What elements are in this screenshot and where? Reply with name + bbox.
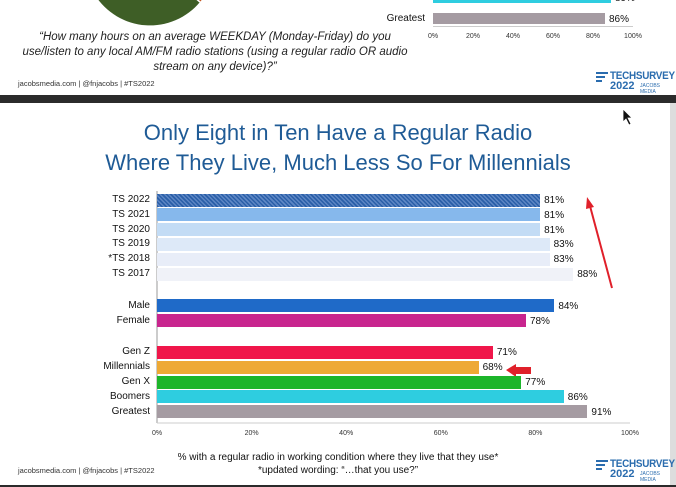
- category-label: Boomers: [275, 0, 425, 3]
- millennials-pointer-arrow: [506, 364, 531, 377]
- x-tick-label: 0%: [151, 430, 163, 437]
- value-label: 81%: [544, 195, 565, 206]
- x-axis: [433, 26, 633, 27]
- survey-question: “How many hours on an average WEEKDAY (M…: [22, 31, 408, 73]
- value-label: 89%: [615, 0, 635, 4]
- footer-text: jacobsmedia.com | @fnjacobs | #TS2022: [18, 79, 155, 88]
- category-label: Gen Z: [122, 346, 150, 358]
- value-label: 78%: [529, 315, 550, 327]
- footer-text: jacobsmedia.com | @fnjacobs | #TS2022: [18, 466, 155, 475]
- techsurvey-logo: TECHSURVEY 2022 JACOBS MEDIA: [596, 70, 676, 95]
- category-label: Gen X: [121, 376, 150, 387]
- pie-slice-green: [98, 0, 200, 26]
- value-label: 86%: [567, 391, 588, 403]
- bar-millennials: [157, 360, 479, 374]
- category-label: TS 2019: [112, 238, 150, 250]
- bar-ts-2019: [157, 237, 550, 251]
- value-label: 91%: [591, 406, 612, 418]
- value-label: 68%: [482, 362, 503, 374]
- category-label: Greatest: [111, 405, 150, 417]
- x-tick-label: 80%: [585, 33, 601, 40]
- category-label: TS 2022: [112, 194, 150, 205]
- category-label: *TS 2018: [108, 253, 150, 265]
- x-tick-label: 40%: [339, 430, 354, 437]
- x-tick-label: 0%: [427, 33, 439, 40]
- slide-title: Only Eight in Ten Have a Regular Radio W…: [105, 120, 571, 175]
- value-label: 71%: [496, 347, 517, 359]
- bar-male: [157, 299, 555, 313]
- bar-boomers: [433, 0, 611, 3]
- bar-ts-2021: [157, 208, 541, 222]
- bar-ts-2022: [157, 193, 541, 207]
- bar--ts-2018: [157, 252, 550, 266]
- value-label: 77%: [525, 377, 546, 388]
- bar-greatest: [157, 405, 588, 419]
- trend-arrow: [586, 197, 613, 289]
- bar-chart: [156, 191, 630, 424]
- value-label: 88%: [577, 269, 598, 280]
- category-label: Greatest: [386, 13, 425, 24]
- value-label: 83%: [553, 254, 574, 266]
- chart-subtitle: % with a regular radio in working condit…: [177, 452, 499, 476]
- bar-gen-z: [157, 345, 493, 359]
- value-label: 81%: [544, 224, 565, 236]
- x-tick-label: 100%: [621, 430, 639, 437]
- x-tick-label: 40%: [505, 33, 521, 40]
- value-label: 81%: [544, 209, 565, 221]
- value-label: 84%: [558, 300, 579, 312]
- bar-ts-2020: [157, 223, 541, 237]
- x-tick-label: 80%: [528, 430, 543, 437]
- category-label: Male: [128, 299, 150, 311]
- category-label: Millennials: [103, 361, 150, 373]
- x-tick-label: 100%: [624, 33, 642, 40]
- category-label: TS 2021: [112, 208, 150, 220]
- value-label: 83%: [553, 239, 574, 251]
- bar-female: [157, 314, 526, 328]
- x-tick-label: 60%: [545, 33, 561, 40]
- x-tick-label: 60%: [433, 430, 448, 437]
- bar-gen-x: [157, 375, 522, 389]
- pie-chart-fragment: [98, 0, 202, 26]
- x-tick-label: 20%: [465, 33, 481, 40]
- x-tick-label: 20%: [244, 430, 259, 437]
- previous-slide: Boomers89%Greatest86%0%20%40%60%80%100% …: [0, 0, 676, 95]
- bar-ts-2017: [157, 267, 574, 281]
- bar-boomers: [157, 390, 564, 404]
- value-label: 86%: [609, 14, 630, 25]
- category-label: Boomers: [109, 390, 150, 402]
- current-slide: Only Eight in Ten Have a Regular Radio W…: [0, 103, 676, 485]
- mouse-cursor-icon: [622, 108, 633, 126]
- category-label: Female: [116, 314, 150, 326]
- category-label: TS 2020: [112, 223, 150, 235]
- techsurvey-logo: TECHSURVEY 2022 JACOBS MEDIA: [596, 458, 676, 483]
- bar-greatest: [433, 13, 605, 24]
- category-label: TS 2017: [112, 268, 150, 279]
